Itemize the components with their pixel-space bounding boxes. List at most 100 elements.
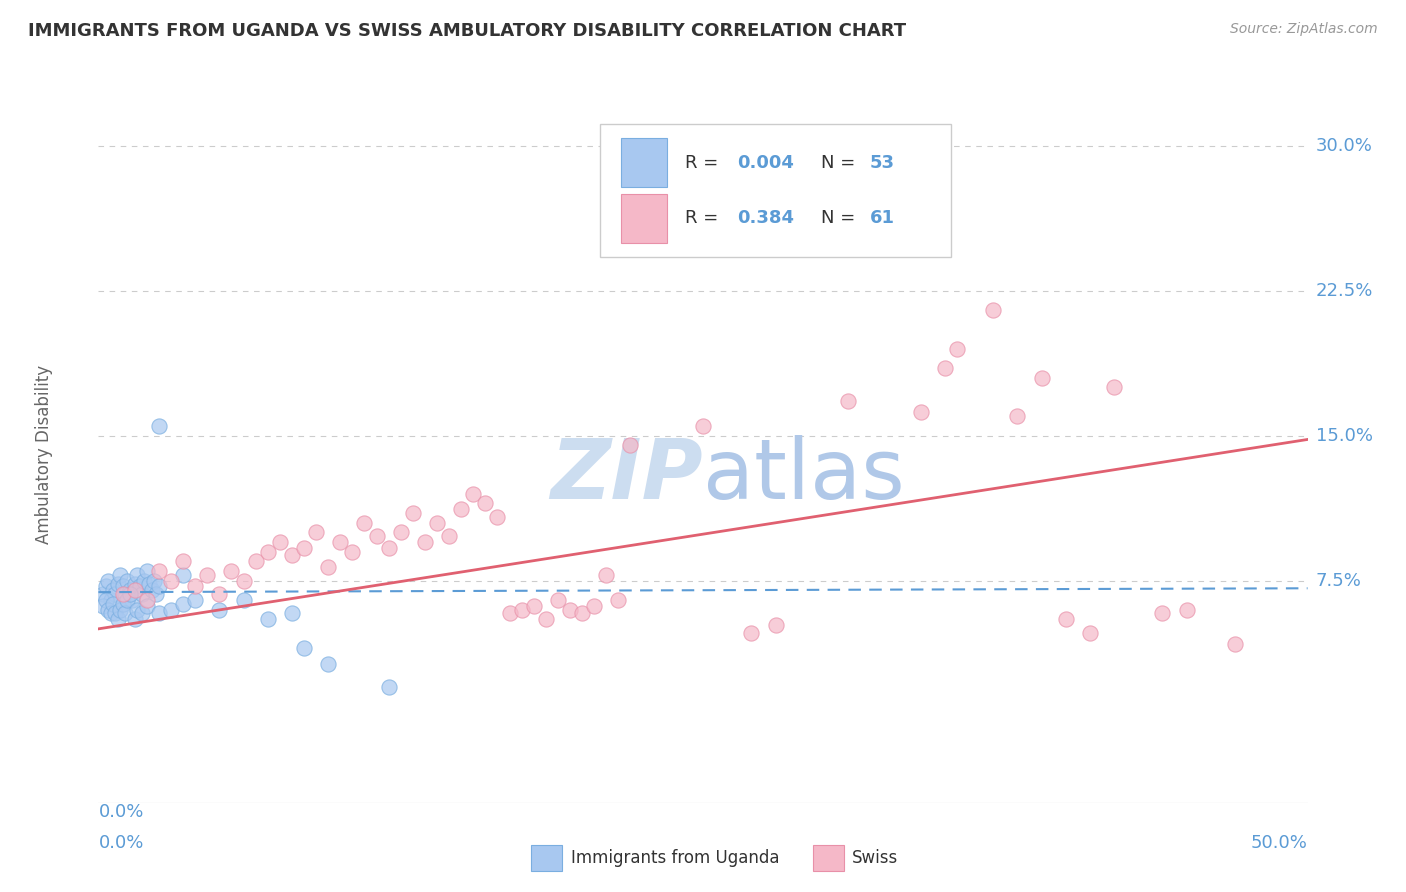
Point — [121, 592, 143, 607]
Point — [100, 592, 122, 607]
Point — [366, 529, 388, 543]
Text: 53: 53 — [870, 153, 894, 171]
Text: R =: R = — [685, 210, 724, 227]
Text: 0.004: 0.004 — [737, 153, 794, 171]
FancyBboxPatch shape — [621, 194, 666, 243]
Point — [101, 583, 124, 598]
FancyBboxPatch shape — [621, 138, 666, 187]
Text: Ambulatory Disability: Ambulatory Disability — [35, 366, 53, 544]
Point — [117, 592, 139, 607]
Point — [114, 587, 136, 601]
Point — [292, 641, 315, 656]
Point — [135, 564, 157, 578]
Point — [534, 612, 557, 626]
Point — [583, 599, 606, 613]
Point — [571, 607, 593, 621]
Point — [910, 405, 932, 419]
Text: 0.0%: 0.0% — [98, 803, 143, 821]
Text: N =: N = — [821, 210, 862, 227]
Point — [101, 597, 124, 611]
Text: ZIP: ZIP — [550, 435, 703, 516]
Point — [184, 592, 207, 607]
Point — [437, 529, 460, 543]
Point — [127, 567, 149, 582]
Text: 7.5%: 7.5% — [1316, 572, 1362, 590]
Point — [765, 618, 787, 632]
Point — [111, 587, 134, 601]
Text: 0.384: 0.384 — [737, 210, 794, 227]
Point — [118, 583, 141, 598]
Point — [97, 574, 120, 588]
Point — [1102, 380, 1125, 394]
Point — [595, 567, 617, 582]
Text: N =: N = — [821, 153, 862, 171]
Point — [329, 534, 352, 549]
Point — [305, 525, 328, 540]
Point — [269, 534, 291, 549]
Point — [111, 579, 134, 593]
Point — [91, 599, 114, 613]
Point — [934, 361, 956, 376]
Point — [292, 541, 315, 555]
Point — [692, 419, 714, 434]
Point — [256, 544, 278, 558]
Point — [342, 544, 364, 558]
Point — [281, 549, 304, 563]
Point — [221, 564, 243, 578]
Point — [104, 607, 127, 621]
Point — [91, 587, 114, 601]
Point — [486, 509, 509, 524]
Point — [124, 577, 146, 591]
Point — [148, 564, 170, 578]
FancyBboxPatch shape — [600, 124, 950, 257]
Point — [463, 486, 485, 500]
Text: Swiss: Swiss — [852, 849, 898, 867]
Text: 0.0%: 0.0% — [98, 834, 143, 852]
Point — [474, 496, 496, 510]
Point — [117, 574, 139, 588]
Point — [316, 657, 339, 671]
Point — [107, 612, 129, 626]
Text: R =: R = — [685, 153, 724, 171]
Text: IMMIGRANTS FROM UGANDA VS SWISS AMBULATORY DISABILITY CORRELATION CHART: IMMIGRANTS FROM UGANDA VS SWISS AMBULATO… — [28, 22, 907, 40]
Point — [232, 592, 254, 607]
Text: 15.0%: 15.0% — [1316, 426, 1372, 444]
Point — [131, 587, 153, 601]
Point — [114, 607, 136, 621]
Point — [558, 602, 581, 616]
Point — [208, 587, 231, 601]
Point — [402, 506, 425, 520]
Point — [148, 607, 170, 621]
Point — [134, 574, 156, 588]
Point — [104, 587, 127, 601]
Point — [377, 541, 399, 555]
Point — [148, 579, 170, 593]
Point — [498, 607, 520, 621]
Point — [946, 342, 969, 356]
Point — [172, 554, 194, 568]
Point — [740, 625, 762, 640]
Point — [118, 587, 141, 601]
Point — [172, 597, 194, 611]
Point — [143, 574, 166, 588]
Text: atlas: atlas — [703, 435, 904, 516]
Point — [100, 607, 122, 621]
Point — [172, 567, 194, 582]
Point — [145, 587, 167, 601]
Point — [389, 525, 412, 540]
Point — [184, 579, 207, 593]
Point — [232, 574, 254, 588]
Point — [607, 592, 630, 607]
Point — [837, 393, 859, 408]
Point — [1175, 602, 1198, 616]
Point — [1007, 409, 1029, 424]
Point — [111, 597, 134, 611]
Point — [94, 592, 117, 607]
Text: 50.0%: 50.0% — [1251, 834, 1308, 852]
Point — [245, 554, 267, 568]
Text: 22.5%: 22.5% — [1316, 282, 1374, 300]
Point — [377, 680, 399, 694]
Point — [1152, 607, 1174, 621]
Point — [813, 239, 835, 253]
Text: Immigrants from Uganda: Immigrants from Uganda — [571, 849, 779, 867]
